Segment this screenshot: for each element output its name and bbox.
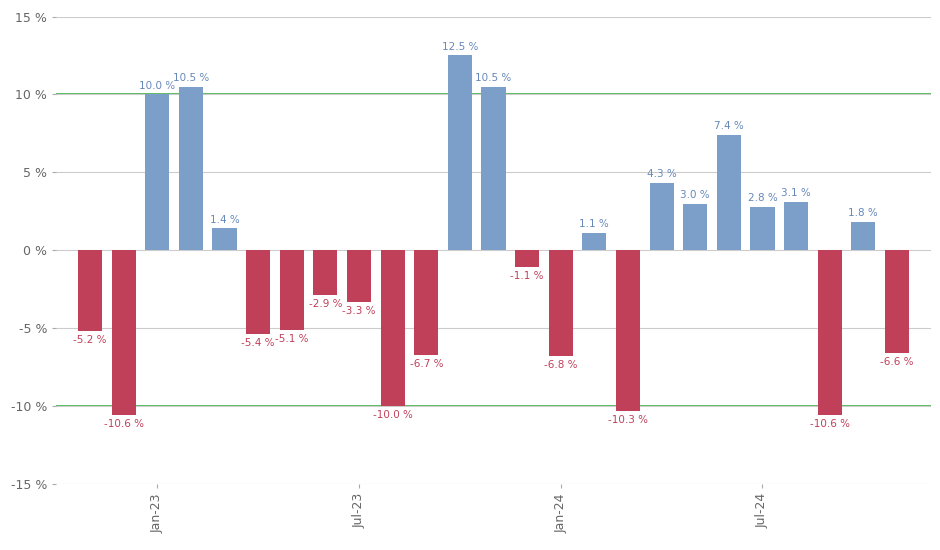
Text: 10.5 %: 10.5 % — [476, 73, 511, 82]
Text: 4.3 %: 4.3 % — [647, 169, 677, 179]
Bar — [616, 250, 640, 411]
Text: -6.7 %: -6.7 % — [410, 359, 443, 369]
Bar — [280, 250, 304, 329]
Bar — [313, 250, 337, 295]
Bar — [112, 250, 135, 415]
Text: 3.0 %: 3.0 % — [681, 190, 710, 200]
Bar — [415, 250, 438, 355]
Text: -10.6 %: -10.6 % — [103, 419, 144, 430]
Text: 1.8 %: 1.8 % — [849, 208, 878, 218]
Text: 10.0 %: 10.0 % — [139, 80, 176, 91]
Bar — [549, 250, 572, 356]
Bar — [650, 183, 674, 250]
Bar — [481, 86, 506, 250]
Bar — [885, 250, 909, 353]
Bar — [717, 135, 741, 250]
Bar — [852, 222, 875, 250]
Bar — [78, 250, 102, 331]
Text: -5.4 %: -5.4 % — [242, 338, 274, 348]
Text: 1.4 %: 1.4 % — [210, 214, 240, 224]
Bar — [582, 233, 606, 250]
Text: -1.1 %: -1.1 % — [510, 271, 544, 281]
Text: 2.8 %: 2.8 % — [747, 192, 777, 203]
Bar — [347, 250, 371, 301]
Bar — [212, 228, 237, 250]
Text: -10.6 %: -10.6 % — [809, 419, 850, 430]
Bar — [246, 250, 270, 334]
Text: 7.4 %: 7.4 % — [714, 121, 744, 131]
Text: -5.2 %: -5.2 % — [73, 335, 107, 345]
Text: -10.3 %: -10.3 % — [608, 415, 648, 425]
Text: -10.0 %: -10.0 % — [372, 410, 413, 420]
Text: -6.6 %: -6.6 % — [880, 357, 914, 367]
Text: -2.9 %: -2.9 % — [308, 299, 342, 309]
Bar — [750, 207, 775, 250]
Bar — [145, 95, 169, 250]
Text: -5.1 %: -5.1 % — [275, 334, 308, 344]
Text: 12.5 %: 12.5 % — [442, 42, 478, 52]
Bar — [818, 250, 842, 415]
Text: -6.8 %: -6.8 % — [544, 360, 577, 370]
Text: 3.1 %: 3.1 % — [781, 188, 811, 198]
Text: 10.5 %: 10.5 % — [173, 73, 209, 82]
Bar — [784, 202, 808, 250]
Bar — [179, 86, 203, 250]
Text: -3.3 %: -3.3 % — [342, 306, 376, 316]
Bar — [447, 56, 472, 250]
Bar — [515, 250, 540, 267]
Text: 1.1 %: 1.1 % — [579, 219, 609, 229]
Bar — [683, 204, 707, 250]
Bar — [381, 250, 405, 406]
